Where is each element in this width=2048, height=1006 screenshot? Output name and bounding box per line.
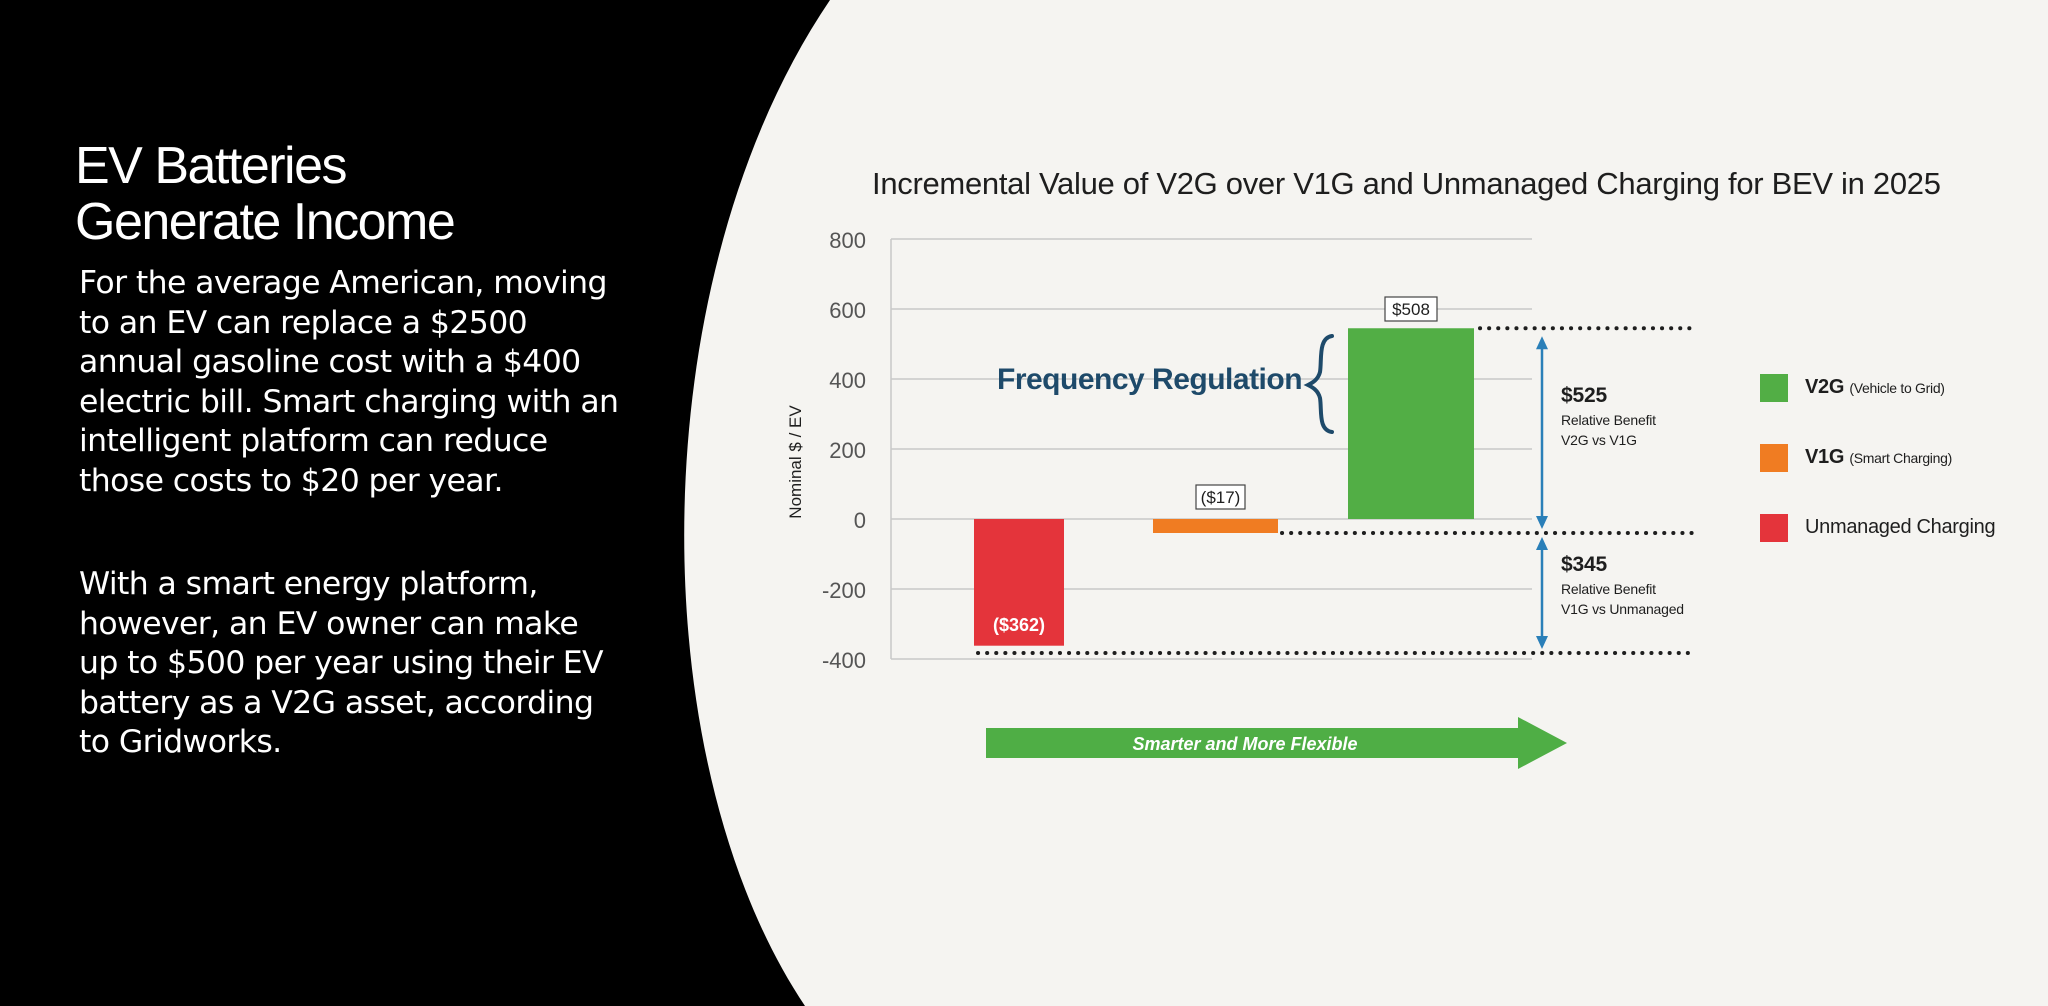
legend-item-unmanaged: Unmanaged Charging — [1760, 512, 2040, 582]
arrow-v1g-benefit-head-top — [1536, 537, 1548, 550]
legend-swatch-v2g — [1760, 374, 1788, 402]
chart-legend: V2G (Vehicle to Grid) V1G (Smart Chargin… — [1760, 372, 2040, 582]
bar-1 — [1153, 519, 1278, 533]
legend-main-v1g: V1G — [1805, 446, 1845, 468]
bar-2 — [1348, 328, 1474, 519]
chart-title: Incremental Value of V2G over V1G and Un… — [872, 166, 1941, 201]
data-label-box-v1g — [1195, 484, 1246, 510]
legend-item-v2g: V2G (Vehicle to Grid) — [1760, 372, 2040, 442]
y-tick-label: 200 — [829, 438, 866, 463]
legend-item-v1g: V1G (Smart Charging) — [1760, 442, 2040, 512]
y-tick-label: 600 — [829, 298, 866, 323]
legend-detail-v1g: (Smart Charging) — [1849, 450, 1952, 466]
legend-swatch-v1g — [1760, 444, 1788, 472]
arrow-v1g-benefit-head-bottom — [1536, 636, 1548, 650]
benefit-v1g-annotation: $345 Relative Benefit V1G vs Unmanaged — [1561, 551, 1684, 619]
benefit-v2g-line1: Relative Benefit — [1561, 412, 1656, 428]
smarter-arrow — [986, 717, 1567, 769]
legend-main-v2g: V2G — [1805, 376, 1845, 398]
left-text-panel: EV Batteries Generate Income For the ave… — [0, 0, 700, 1006]
legend-label-v1g: V1G (Smart Charging) — [1805, 446, 1952, 469]
smarter-arrow-label: Smarter and More Flexible — [1132, 734, 1357, 754]
bar-0 — [974, 519, 1064, 646]
arrow-v2g-benefit-head-bottom — [1536, 516, 1548, 529]
benefit-v1g-amount: $345 — [1561, 553, 1607, 576]
frequency-regulation-brace — [1303, 334, 1334, 434]
black-left-panel — [0, 0, 830, 1006]
legend-label-v2g: V2G (Vehicle to Grid) — [1805, 376, 1945, 399]
benefit-v2g-line2: V2G vs V1G — [1561, 432, 1637, 448]
headline-line-2: Generate Income — [75, 193, 456, 251]
frequency-regulation-label: Frequency Regulation — [997, 363, 1302, 396]
body-paragraph-1: For the average American, moving to an E… — [79, 265, 619, 499]
benefit-v2g-annotation: $525 Relative Benefit V2G vs V1G — [1561, 382, 1656, 450]
legend-detail-v2g: (Vehicle to Grid) — [1849, 380, 1945, 396]
data-label-v2g: $508 — [1392, 300, 1430, 319]
data-label-v1g: ($17) — [1201, 488, 1241, 507]
y-tick-label: 0 — [854, 508, 866, 533]
body-paragraph-2: With a smart energy platform, however, a… — [79, 566, 604, 760]
headline-line-1: EV Batteries — [75, 137, 348, 195]
arrow-v2g-benefit-head-top — [1536, 336, 1548, 350]
legend-main-unmanaged: Unmanaged Charging — [1805, 516, 1996, 538]
y-axis-label: Nominal $ / EV — [786, 405, 805, 519]
y-tick-label: -400 — [822, 648, 866, 673]
y-tick-label: 800 — [829, 228, 866, 253]
benefit-v1g-line1: Relative Benefit — [1561, 581, 1656, 597]
y-tick-label: -200 — [822, 578, 866, 603]
legend-swatch-unmanaged — [1760, 514, 1788, 542]
benefit-v2g-amount: $525 — [1561, 384, 1607, 407]
benefit-v1g-line2: V1G vs Unmanaged — [1561, 601, 1684, 617]
data-label-unmanaged: ($362) — [993, 615, 1045, 635]
data-label-box-v2g — [1384, 296, 1438, 322]
headline: EV Batteries Generate Income — [75, 138, 635, 250]
legend-label-unmanaged: Unmanaged Charging — [1805, 516, 1996, 539]
y-tick-label: 400 — [829, 368, 866, 393]
